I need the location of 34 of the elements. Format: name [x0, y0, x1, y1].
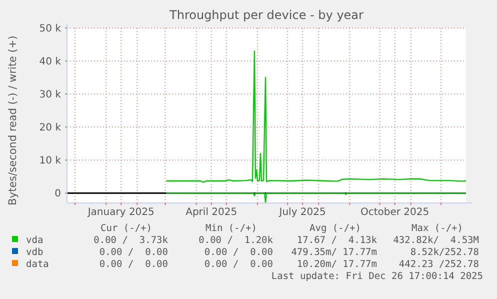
y-tick-label: 20 k [39, 122, 62, 134]
text: 0.00 / 0.00 [204, 247, 274, 258]
line-series [166, 192, 467, 203]
text: Cur (-/+) [100, 223, 152, 234]
text: 432.82k/ 4.53M [393, 235, 480, 246]
legend-label: data [26, 259, 49, 270]
y-tick-label: 0 [54, 188, 61, 200]
text: 17.67 / 4.13k [296, 235, 378, 246]
x-tick-label: January 2025 [86, 207, 154, 218]
text: 442.23 /252.78 [398, 259, 480, 270]
text: Last update: Fri Dec 26 17:00:14 2025 [271, 271, 483, 282]
text: 0.00 / 0.00 [99, 259, 168, 270]
chart-title: Throughput per device - by year [168, 8, 364, 22]
text: 0.00 / 1.20k [198, 235, 274, 246]
y-tick-label: 10 k [39, 156, 62, 167]
y-tick-label: 30 k [39, 90, 62, 101]
y-axis-title: Bytes/second read (-) / write (+) [7, 36, 19, 206]
text: 10.20m/ 17.77m [296, 259, 378, 270]
x-tick-label: April 2025 [186, 207, 238, 218]
text: Avg (-/+) [310, 223, 361, 234]
text: 0.00 / 0.00 [99, 247, 168, 258]
x-tick-label: July 2025 [278, 207, 326, 218]
y-tick-label: 50 k [39, 24, 62, 34]
text: 479.35m/ 17.77m [291, 247, 378, 258]
text: Min (-/+) [206, 223, 257, 234]
text: 0.00 / 0.00 [204, 259, 274, 270]
y-tick-label: 40 k [39, 56, 62, 68]
text: Max (-/+) [412, 223, 463, 234]
text: 0.00 / 3.73k [94, 235, 168, 246]
x-tick-label: October 2025 [360, 207, 430, 218]
legend-label: vda [26, 235, 44, 246]
text: 8.52k/252.78 [410, 247, 480, 258]
line-series [166, 50, 467, 183]
legend-label: vdb [26, 247, 44, 258]
